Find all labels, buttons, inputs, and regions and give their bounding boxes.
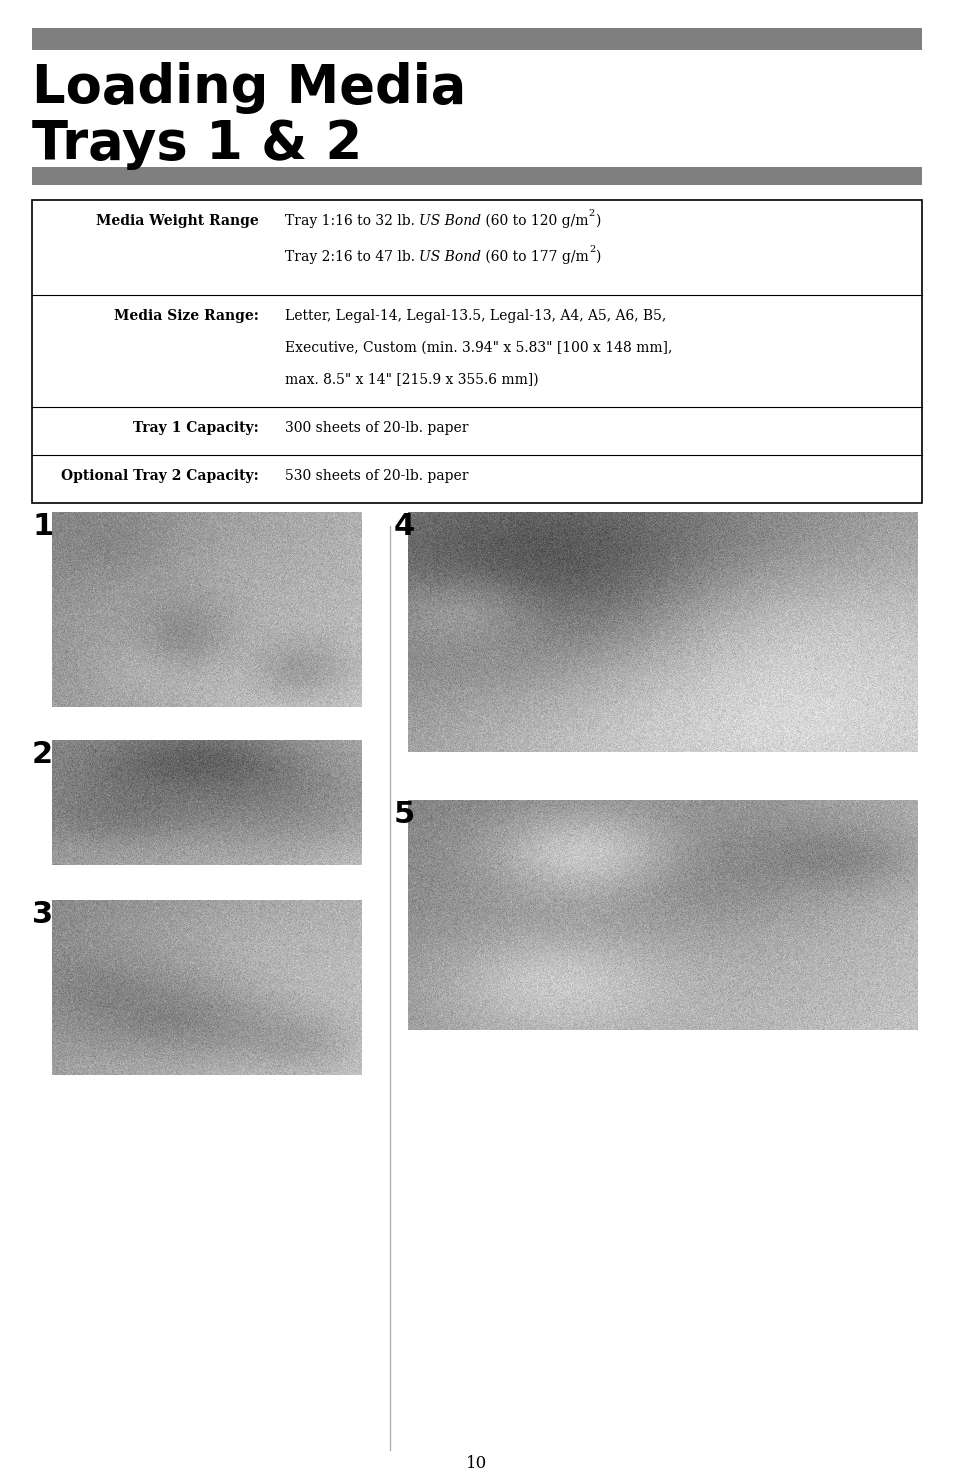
Text: Tray 1:16 to 32 lb.: Tray 1:16 to 32 lb. — [285, 214, 418, 229]
Text: US Bond: US Bond — [418, 214, 480, 229]
Text: 1: 1 — [32, 512, 53, 541]
Text: 300 sheets of 20-lb. paper: 300 sheets of 20-lb. paper — [285, 420, 468, 435]
Text: Tray 1 Capacity:: Tray 1 Capacity: — [133, 420, 258, 435]
Text: ): ) — [595, 249, 600, 264]
Text: Letter, Legal-14, Legal-13.5, Legal-13, A4, A5, A6, B5,: Letter, Legal-14, Legal-13.5, Legal-13, … — [285, 308, 665, 323]
Text: 5: 5 — [394, 799, 415, 829]
Text: Tray 2:16 to 47 lb.: Tray 2:16 to 47 lb. — [285, 249, 419, 264]
Text: (60 to 120 g/m: (60 to 120 g/m — [480, 214, 588, 229]
Text: US Bond: US Bond — [419, 249, 481, 264]
Text: Executive, Custom (min. 3.94" x 5.83" [100 x 148 mm],: Executive, Custom (min. 3.94" x 5.83" [1… — [285, 341, 672, 355]
Text: Media Size Range:: Media Size Range: — [114, 308, 258, 323]
Text: 10: 10 — [466, 1454, 487, 1472]
Bar — [32, 201, 921, 503]
Bar — [32, 28, 921, 50]
Text: ): ) — [595, 214, 599, 229]
Text: max. 8.5" x 14" [215.9 x 355.6 mm]): max. 8.5" x 14" [215.9 x 355.6 mm]) — [285, 373, 538, 386]
Text: Optional Tray 2 Capacity:: Optional Tray 2 Capacity: — [61, 469, 258, 482]
Text: Loading Media: Loading Media — [32, 62, 466, 114]
Text: (60 to 177 g/m: (60 to 177 g/m — [481, 249, 589, 264]
Text: 530 sheets of 20-lb. paper: 530 sheets of 20-lb. paper — [285, 469, 468, 482]
Text: 4: 4 — [394, 512, 415, 541]
Text: Trays 1 & 2: Trays 1 & 2 — [32, 118, 362, 170]
Bar — [32, 167, 921, 184]
Text: 2: 2 — [589, 245, 595, 254]
Text: Media Weight Range: Media Weight Range — [96, 214, 258, 229]
Text: 2: 2 — [588, 209, 595, 218]
Text: 2: 2 — [32, 740, 53, 768]
Text: 3: 3 — [32, 900, 53, 929]
